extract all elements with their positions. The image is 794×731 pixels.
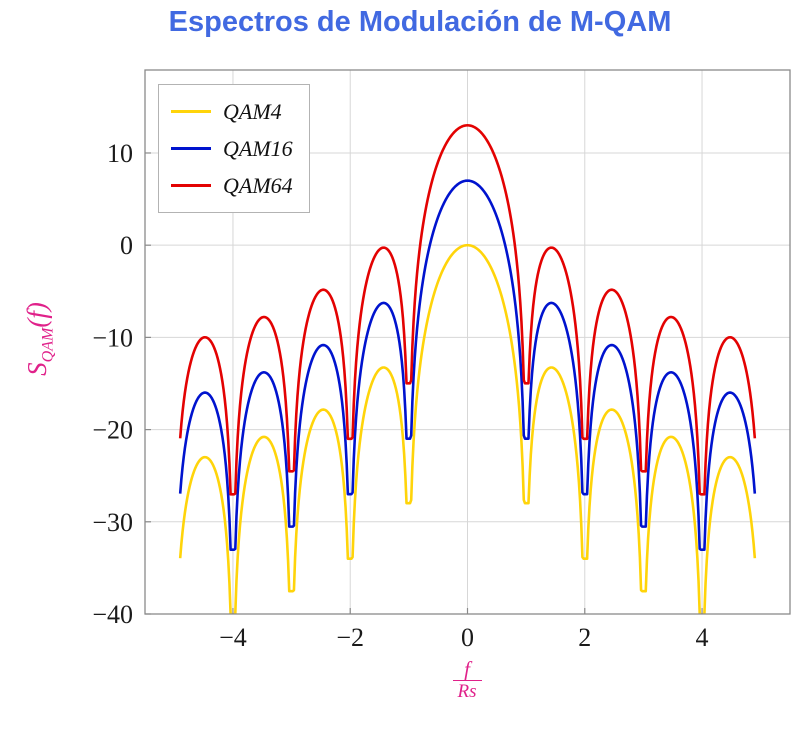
x-label-numerator: f: [464, 657, 470, 681]
y-tick-label: −40: [92, 600, 133, 629]
chart-title: Espectros de Modulación de M-QAM: [168, 6, 672, 38]
x-tick-label: −4: [219, 623, 247, 652]
legend-item-qam4: QAM4: [171, 93, 293, 130]
legend-line-qam16: [171, 147, 211, 150]
y-label-symbol: S: [22, 362, 52, 376]
y-tick-label: −10: [92, 323, 133, 352]
x-label-fraction: f Rs: [452, 657, 482, 702]
y-label-subscript: QAM: [39, 327, 57, 363]
x-tick-label: 4: [696, 623, 709, 652]
x-tick-label: 2: [578, 623, 591, 652]
legend-label-qam4: QAM4: [223, 98, 282, 124]
legend-label-qam64: QAM64: [223, 172, 293, 198]
x-label-denominator: Rs: [452, 680, 482, 702]
y-label-argument: (f): [22, 302, 52, 328]
legend: QAM4 QAM16 QAM64: [158, 84, 310, 213]
y-tick-label: −20: [92, 416, 133, 445]
series-line-qam16: [178, 179, 757, 551]
legend-item-qam64: QAM64: [171, 167, 293, 204]
legend-label-qam16: QAM16: [223, 135, 293, 161]
y-tick-label: 10: [107, 139, 133, 168]
y-axis-label: SQAM(f): [22, 254, 56, 424]
legend-line-qam4: [171, 110, 211, 113]
x-tick-label: 0: [461, 623, 474, 652]
x-tick-label: −2: [336, 623, 364, 652]
legend-line-qam64: [171, 184, 211, 187]
series-line-qam4: [178, 243, 757, 614]
series-line-qam64: [178, 124, 757, 496]
y-tick-label: −30: [92, 508, 133, 537]
x-axis-label: f Rs: [427, 658, 507, 702]
y-tick-label: 0: [120, 231, 133, 260]
legend-item-qam16: QAM16: [171, 130, 293, 167]
